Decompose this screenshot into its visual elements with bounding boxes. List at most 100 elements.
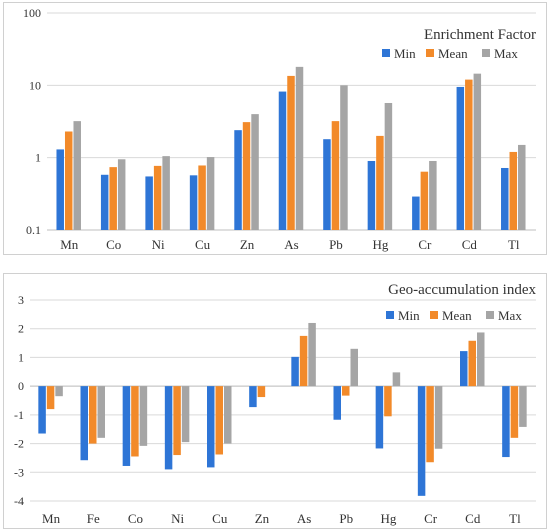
chart1-bar-min-mn xyxy=(38,386,46,434)
chart0-bar-max-zn xyxy=(251,114,259,230)
chart0-bar-min-mn xyxy=(56,149,64,230)
chart0-bar-min-cd xyxy=(456,86,465,230)
chart0-bar-mean-co xyxy=(109,167,117,230)
chart0-bar-min-zn xyxy=(234,130,242,230)
chart1-legend-swatch-mean xyxy=(430,311,438,319)
chart1-y-tick-3: -1 xyxy=(14,408,24,422)
chart0-bar-mean-hg xyxy=(376,135,384,230)
chart1-title: Geo-accumulation index xyxy=(388,282,536,298)
chart1-bar-max-cr xyxy=(434,386,443,449)
chart1-bar-min-cu xyxy=(207,386,215,468)
chart0-bar-min-cu xyxy=(189,175,198,230)
chart1-bar-max-hg xyxy=(392,372,401,387)
chart1-bar-max-cu xyxy=(224,386,232,444)
chart1-bar-min-zn xyxy=(249,386,257,408)
chart1-y-tick-4: 0 xyxy=(18,379,24,393)
chart1-y-tick-1: -3 xyxy=(14,465,24,479)
chart0-bar-mean-cd xyxy=(465,79,473,230)
chart1-legend-label-min: Min xyxy=(398,308,420,323)
chart0-bar-max-cr xyxy=(429,160,437,230)
chart1-bar-max-mn xyxy=(55,386,63,397)
chart0-bar-mean-zn xyxy=(242,122,251,230)
chart1-x-label-cu: Cu xyxy=(212,511,228,526)
chart1-bar-min-tl xyxy=(502,386,510,458)
chart1-bar-max-co xyxy=(139,386,148,446)
chart0-x-label-tl: Tl xyxy=(508,237,520,252)
chart1-x-label-as: As xyxy=(297,511,311,526)
chart1-legend-swatch-max xyxy=(486,311,494,319)
chart1-y-tick-0: -4 xyxy=(14,494,24,508)
chart1-bar-mean-mn xyxy=(46,386,55,410)
geo-accumulation-chart: -4 -3 -2 -1 0 1 2 3 Mn Fe Co Ni Cu Zn As Pb Hg Cr Cd Tl Geo-… xyxy=(3,273,547,529)
chart1-bar-mean-cd xyxy=(468,340,476,387)
chart1-bar-max-ni xyxy=(181,386,190,443)
enrichment-factor-plot: 0.1 1 10 100 Mn Co Ni Cu Zn As Pb Hg Cr Cd Tl Enrichmen… xyxy=(23,6,536,252)
chart1-bar-min-cd xyxy=(460,351,468,387)
chart0-bar-min-tl xyxy=(501,167,509,230)
chart1-bar-mean-co xyxy=(131,386,139,457)
chart1-bar-min-as xyxy=(291,356,299,387)
chart0-bar-max-cu xyxy=(206,157,215,230)
chart0-y-tick-1: 1 xyxy=(35,151,41,165)
chart1-legend-swatch-min xyxy=(386,311,394,319)
chart0-legend-swatch-mean xyxy=(426,49,434,57)
chart0-legend-label-max: Max xyxy=(494,46,518,61)
chart0-x-label-cr: Cr xyxy=(418,237,432,252)
chart1-x-label-zn: Zn xyxy=(255,511,270,526)
chart1-bar-min-pb xyxy=(333,386,341,420)
chart1-bar-mean-hg xyxy=(384,386,392,417)
chart0-x-label-pb: Pb xyxy=(329,237,343,252)
chart0-title: Enrichment Factor xyxy=(424,27,536,43)
chart1-x-label-ni: Ni xyxy=(171,511,184,526)
geo-accumulation-plot: -4 -3 -2 -1 0 1 2 3 Mn Fe Co Ni Cu Zn As Pb Hg Cr Cd Tl Geo-… xyxy=(14,282,536,526)
chart1-bar-min-fe xyxy=(80,386,88,461)
chart1-bar-max-as xyxy=(308,322,316,387)
chart0-x-label-ni: Ni xyxy=(152,237,165,252)
chart1-x-label-fe: Fe xyxy=(87,511,100,526)
chart0-y-tick-0: 0.1 xyxy=(26,223,41,237)
chart0-bar-min-cr xyxy=(412,196,420,230)
chart0-bar-min-pb xyxy=(323,139,331,230)
chart0-legend-label-min: Min xyxy=(394,46,416,61)
chart0-y-tick-3: 100 xyxy=(23,6,41,20)
chart1-x-label-co: Co xyxy=(128,511,143,526)
chart0-bar-mean-pb xyxy=(331,121,340,230)
chart0-bar-mean-as xyxy=(287,75,295,231)
chart1-y-tick-5: 1 xyxy=(18,350,24,364)
chart0-bar-max-co xyxy=(117,159,126,230)
chart0-x-label-zn: Zn xyxy=(240,237,255,252)
chart1-y-tick-6: 2 xyxy=(18,322,24,336)
chart1-bar-min-cr xyxy=(417,386,426,496)
chart0-bar-mean-cr xyxy=(420,171,429,230)
chart0-bar-max-pb xyxy=(340,85,348,230)
chart0-bar-max-cd xyxy=(473,73,482,231)
chart1-x-label-tl: Tl xyxy=(509,511,521,526)
chart1-legend-label-max: Max xyxy=(498,308,522,323)
enrichment-factor-chart: 0.1 1 10 100 Mn Co Ni Cu Zn As Pb Hg Cr Cd Tl Enrichmen… xyxy=(3,2,547,255)
chart1-bar-max-tl xyxy=(519,386,527,427)
chart1-bar-max-pb xyxy=(350,348,358,387)
chart0-bar-max-mn xyxy=(73,121,81,230)
chart0-legend-swatch-min xyxy=(382,49,390,57)
chart0-bar-mean-tl xyxy=(509,151,518,230)
chart1-x-label-mn: Mn xyxy=(42,511,61,526)
chart1-bar-mean-cr xyxy=(426,386,434,463)
chart0-bar-min-co xyxy=(100,174,109,230)
chart0-legend-swatch-max xyxy=(482,49,490,57)
chart0-bar-mean-cu xyxy=(198,165,206,230)
chart1-bar-mean-ni xyxy=(173,386,181,456)
chart0-bar-min-ni xyxy=(145,176,153,230)
chart0-bar-mean-ni xyxy=(153,165,162,230)
chart0-bar-max-ni xyxy=(162,156,170,230)
chart0-bar-max-as xyxy=(295,66,304,230)
chart0-y-tick-2: 10 xyxy=(29,78,41,92)
chart1-bar-max-fe xyxy=(97,386,105,438)
chart1-bar-mean-pb xyxy=(342,386,350,396)
chart1-bar-min-co xyxy=(122,386,131,466)
chart0-bar-max-hg xyxy=(384,102,393,230)
chart1-y-tick-7: 3 xyxy=(18,293,24,307)
chart1-bar-mean-cu xyxy=(215,386,223,455)
chart1-x-label-cd: Cd xyxy=(465,511,481,526)
chart0-bar-mean-mn xyxy=(64,131,73,230)
chart0-x-label-co: Co xyxy=(106,237,121,252)
